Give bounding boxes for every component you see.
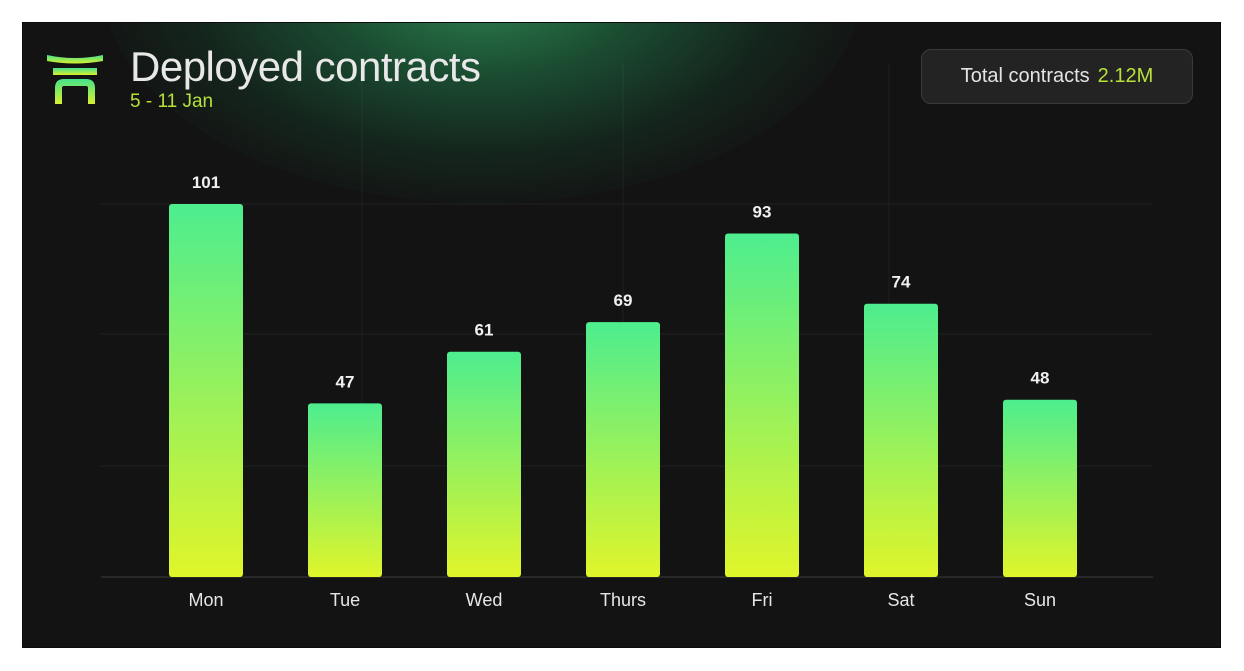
bar-chart: 101 Mon 47 Tue 61 Wed 69 Thurs 93 Fri 74 Sat 48 Sun [101, 63, 1153, 610]
bar-value-label: 61 [475, 321, 494, 340]
bar-tue [308, 403, 382, 577]
x-tick-label: Sun [1024, 590, 1056, 610]
bar-value-label: 48 [1031, 369, 1050, 388]
total-contracts-badge: Total contracts 2.12M [921, 49, 1193, 104]
bar-mon [169, 204, 243, 577]
x-tick-label: Fri [752, 590, 773, 610]
x-tick-label: Sat [887, 590, 914, 610]
total-contracts-label: Total contracts [960, 65, 1090, 87]
bar-fri [725, 233, 799, 577]
x-tick-label: Thurs [600, 590, 646, 610]
bar-wed [447, 351, 521, 577]
chart-title: Deployed contracts [130, 43, 481, 90]
bar-value-label: 101 [192, 173, 220, 192]
x-tick-label: Wed [466, 590, 503, 610]
total-contracts-value: 2.12M [1097, 65, 1154, 87]
bar-value-label: 69 [614, 291, 633, 310]
bar-value-label: 93 [753, 203, 772, 222]
bar-sun [1003, 399, 1077, 577]
x-tick-label: Tue [330, 590, 360, 610]
bar-value-label: 74 [892, 273, 911, 292]
bar-sat [864, 303, 938, 577]
x-tick-label: Mon [188, 590, 223, 610]
torii-gate-icon [47, 51, 103, 107]
bar-value-label: 47 [336, 372, 355, 391]
chart-card: 101 Mon 47 Tue 61 Wed 69 Thurs 93 Fri 74 Sat 48 Sun D… [22, 22, 1221, 648]
date-range: 5 - 11 Jan [130, 91, 214, 112]
bar-thurs [586, 322, 660, 577]
